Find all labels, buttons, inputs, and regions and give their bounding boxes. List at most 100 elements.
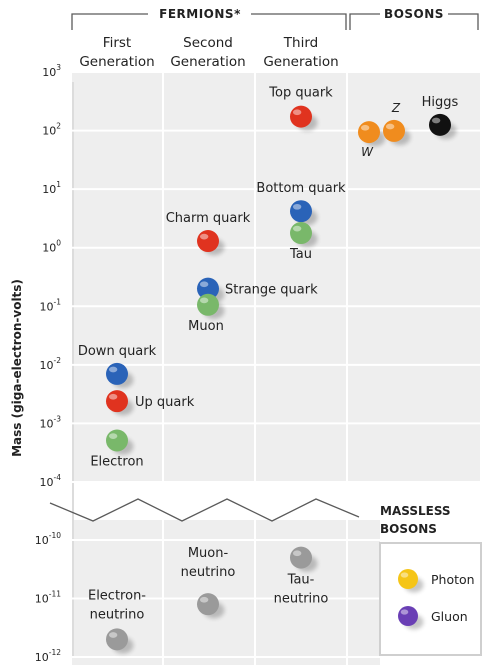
- column-header-gen2-line2: Generation: [170, 54, 245, 70]
- z-highlight: [385, 123, 395, 130]
- y-tick-label: 100: [42, 239, 61, 255]
- electron-marker: [106, 429, 128, 452]
- down-quark-label: Down quark: [78, 344, 157, 359]
- muon-neutrino-highlight: [199, 596, 209, 603]
- muon-neutrino-label-line1: Muon-: [188, 546, 229, 561]
- legend-label-photon: Photon: [431, 572, 475, 587]
- y-tick-label: 10-1: [40, 297, 62, 313]
- legend-title-line2: BOSONS: [380, 522, 437, 536]
- bosons-bracket: [349, 13, 479, 30]
- electron-neutrino-marker: [106, 628, 128, 651]
- column-headers: First Generation Second Generation Third…: [79, 35, 338, 70]
- top-quark-marker: [290, 105, 312, 128]
- y-tick-label: 10-12: [35, 648, 61, 664]
- tau-neutrino-marker: [290, 546, 312, 569]
- particle-tau: Tau: [289, 222, 318, 262]
- particle-z: Z: [383, 101, 411, 146]
- muon-marker: [197, 293, 219, 316]
- strange-quark-marker: [197, 277, 219, 300]
- higgs-highlight: [431, 117, 441, 124]
- group-headers: FERMIONS* BOSONS: [71, 7, 479, 30]
- particle-up-quark: Up quark: [106, 390, 195, 416]
- tau-label: Tau: [289, 247, 312, 262]
- y-tick-label: 101: [42, 180, 61, 196]
- massless-bosons-legend: MASSLESS BOSONS Photon Gluon: [379, 504, 482, 656]
- w-marker: [358, 121, 380, 144]
- gluon-marker: [398, 606, 418, 626]
- y-tick-label: 10-11: [35, 590, 61, 606]
- particle-muon: Muon: [188, 293, 225, 334]
- top-quark-highlight: [292, 109, 302, 116]
- photon-highlight: [400, 572, 409, 578]
- electron-neutrino-label-line2: neutrino: [90, 607, 145, 622]
- particle-top-quark: Top quark: [268, 86, 333, 131]
- electron-highlight: [108, 433, 118, 439]
- y-tick-label: 103: [42, 63, 61, 79]
- column-header-gen1-line2: Generation: [79, 54, 154, 70]
- down-quark-highlight: [108, 366, 118, 373]
- y-tick-label: 10-3: [40, 414, 62, 430]
- z-label: Z: [391, 101, 401, 115]
- fermions-label: FERMIONS*: [159, 7, 241, 21]
- up-quark-highlight: [108, 393, 118, 400]
- grid-lines: [72, 71, 480, 665]
- photon-marker: [398, 569, 418, 589]
- charm-quark-highlight: [199, 233, 209, 240]
- bottom-quark-highlight: [292, 203, 302, 210]
- tau-neutrino-label-line2: neutrino: [274, 592, 329, 607]
- tau-neutrino-highlight: [292, 550, 302, 557]
- higgs-marker: [429, 113, 451, 136]
- column-header-gen1-line1: First: [103, 35, 131, 51]
- particle-electron: Electron: [90, 429, 144, 470]
- w-highlight: [360, 124, 370, 131]
- particle-muon-neutrino: Muon-neutrino: [181, 546, 236, 619]
- w-label: W: [361, 145, 374, 159]
- bottom-quark-marker: [290, 200, 312, 223]
- z-marker: [383, 119, 405, 142]
- tau-highlight: [292, 225, 302, 232]
- particle-down-quark: Down quark: [78, 344, 157, 389]
- y-axis-line: [72, 82, 74, 656]
- muon-highlight: [199, 297, 209, 304]
- electron-neutrino-label-line1: Electron-: [88, 588, 146, 603]
- legend-label-gluon: Gluon: [431, 609, 468, 624]
- legend-box: [379, 542, 482, 656]
- muon-label: Muon: [188, 319, 224, 334]
- particle-bottom-quark: Bottom quark: [256, 181, 346, 226]
- legend-title-line1: MASSLESS: [380, 504, 451, 518]
- y-axis-label: Mass (giga-electron-volts): [10, 279, 24, 457]
- tau-marker: [290, 222, 312, 245]
- upper-plot-panel: [72, 72, 480, 482]
- tau-neutrino-label-line1: Tau-: [287, 573, 315, 588]
- legend-item-photon: Photon: [398, 569, 475, 593]
- y-tick-label: 10-4: [40, 473, 62, 489]
- muon-neutrino-label-line2: neutrino: [181, 565, 236, 580]
- bosons-label: BOSONS: [384, 7, 444, 21]
- legend-item-gluon: Gluon: [398, 606, 468, 630]
- gluon-highlight: [400, 609, 409, 615]
- higgs-label: Higgs: [422, 95, 459, 110]
- muon-neutrino-marker: [197, 593, 219, 616]
- particles: Top quark Bottom quark Tau Charm quark Stran…: [78, 86, 459, 654]
- up-quark-marker: [106, 390, 128, 413]
- down-quark-marker: [106, 362, 128, 385]
- y-tick-label: 102: [42, 122, 61, 138]
- charm-quark-label: Charm quark: [166, 211, 251, 226]
- column-header-gen2-line1: Second: [183, 35, 233, 51]
- y-tick-label: 10-2: [40, 356, 62, 372]
- particle-charm-quark: Charm quark: [166, 211, 251, 256]
- column-header-gen3-line2: Generation: [263, 54, 338, 70]
- top-quark-label: Top quark: [268, 86, 333, 101]
- electron-label: Electron: [90, 455, 143, 470]
- strange-quark-highlight: [199, 281, 209, 288]
- particle-w: W: [358, 121, 386, 159]
- axis-break-zigzag: [49, 498, 360, 522]
- column-header-gen3-line1: Third: [283, 35, 318, 51]
- particle-electron-neutrino: Electron-neutrino: [88, 588, 146, 654]
- strange-quark-label: Strange quark: [225, 283, 318, 298]
- particle-higgs: Higgs: [422, 95, 459, 140]
- up-quark-label: Up quark: [135, 395, 195, 410]
- y-tick-label: 10-10: [35, 531, 61, 547]
- bottom-quark-label: Bottom quark: [256, 181, 346, 196]
